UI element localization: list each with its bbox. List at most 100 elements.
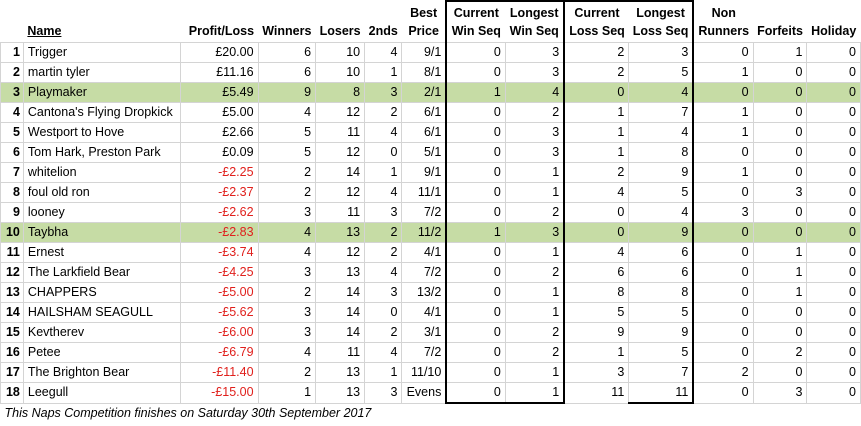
cell-seconds[interactable]: 4 [364, 42, 403, 63]
cell-long-win[interactable]: 1 [504, 282, 566, 303]
cell-best-price[interactable]: Evens [401, 382, 447, 404]
cell-name[interactable]: Taybha [22, 222, 181, 243]
cell-holiday[interactable]: 0 [806, 142, 861, 163]
cell-long-loss[interactable]: 6 [628, 242, 695, 263]
cell-long-win[interactable]: 3 [504, 42, 566, 63]
cell-cur-loss[interactable]: 1 [563, 142, 630, 163]
cell-holiday[interactable]: 0 [806, 362, 861, 383]
cell-profit[interactable]: -£6.79 [179, 342, 259, 363]
cell-losers[interactable]: 11 [315, 122, 366, 143]
cell-cur-loss[interactable]: 4 [563, 242, 630, 263]
cell-holiday[interactable]: 0 [806, 42, 861, 63]
cell-non-runners[interactable]: 0 [692, 242, 754, 263]
cell-cur-win[interactable]: 0 [445, 302, 506, 323]
cell-best-price[interactable]: 11/2 [401, 222, 447, 243]
cell-forfeits[interactable]: 1 [752, 262, 808, 283]
cell-profit[interactable]: £20.00 [179, 42, 259, 63]
cell-name[interactable]: Tom Hark, Preston Park [22, 142, 181, 163]
cell-forfeits[interactable]: 0 [752, 102, 808, 123]
cell-non-runners[interactable]: 0 [692, 142, 754, 163]
cell-rank[interactable]: 7 [0, 162, 24, 183]
cell-best-price[interactable]: 4/1 [401, 302, 447, 323]
cell-long-win[interactable]: 2 [504, 342, 566, 363]
cell-holiday[interactable]: 0 [806, 222, 861, 243]
table-row[interactable]: 16 Petee -£6.79 4 11 4 7/2 0 2 1 5 0 2 0 [0, 342, 861, 363]
cell-winners[interactable]: 4 [257, 342, 317, 363]
cell-seconds[interactable]: 1 [364, 162, 403, 183]
cell-losers[interactable]: 12 [315, 182, 366, 203]
cell-non-runners[interactable]: 0 [692, 42, 754, 63]
cell-cur-loss[interactable]: 2 [563, 42, 630, 63]
cell-losers[interactable]: 13 [315, 262, 366, 283]
table-row[interactable]: 7 whitelion -£2.25 2 14 1 9/1 0 1 2 9 1 0 0 [0, 162, 861, 183]
cell-cur-loss[interactable]: 8 [563, 282, 630, 303]
cell-losers[interactable]: 14 [315, 322, 366, 343]
cell-long-loss[interactable]: 8 [628, 142, 695, 163]
cell-non-runners[interactable]: 1 [692, 122, 754, 143]
cell-seconds[interactable]: 3 [364, 82, 403, 103]
cell-long-win[interactable]: 1 [504, 362, 566, 383]
cell-winners[interactable]: 9 [257, 82, 317, 103]
cell-forfeits[interactable]: 1 [752, 242, 808, 263]
cell-forfeits[interactable]: 0 [752, 82, 808, 103]
cell-winners[interactable]: 1 [257, 382, 317, 404]
cell-winners[interactable]: 2 [257, 182, 317, 203]
cell-profit[interactable]: -£2.62 [179, 202, 259, 223]
cell-cur-win[interactable]: 0 [445, 342, 506, 363]
cell-losers[interactable]: 11 [315, 202, 366, 223]
cell-non-runners[interactable]: 0 [692, 182, 754, 203]
cell-non-runners[interactable]: 2 [692, 362, 754, 383]
cell-non-runners[interactable]: 3 [692, 202, 754, 223]
cell-cur-loss[interactable]: 1 [563, 102, 630, 123]
cell-cur-win[interactable]: 0 [445, 262, 506, 283]
cell-losers[interactable]: 12 [315, 142, 366, 163]
cell-seconds[interactable]: 4 [364, 262, 403, 283]
cell-seconds[interactable]: 3 [364, 382, 403, 404]
cell-cur-win[interactable]: 1 [445, 82, 506, 103]
cell-holiday[interactable]: 0 [806, 162, 861, 183]
cell-forfeits[interactable]: 1 [752, 42, 808, 63]
cell-non-runners[interactable]: 0 [692, 382, 754, 404]
cell-losers[interactable]: 13 [315, 362, 366, 383]
cell-cur-loss[interactable]: 2 [563, 62, 630, 83]
cell-cur-win[interactable]: 0 [445, 142, 506, 163]
cell-losers[interactable]: 10 [315, 42, 366, 63]
cell-long-loss[interactable]: 5 [628, 182, 695, 203]
cell-rank[interactable]: 11 [0, 242, 24, 263]
cell-holiday[interactable]: 0 [806, 282, 861, 303]
cell-name[interactable]: whitelion [22, 162, 181, 183]
cell-long-win[interactable]: 2 [504, 322, 566, 343]
cell-profit[interactable]: £11.16 [179, 62, 259, 83]
cell-winners[interactable]: 3 [257, 322, 317, 343]
table-row[interactable]: 15 Kevtherev -£6.00 3 14 2 3/1 0 2 9 9 0 0 0 [0, 322, 861, 343]
cell-rank[interactable]: 5 [0, 122, 24, 143]
cell-cur-win[interactable]: 0 [445, 362, 506, 383]
cell-cur-win[interactable]: 0 [445, 122, 506, 143]
cell-best-price[interactable]: 13/2 [401, 282, 447, 303]
cell-best-price[interactable]: 9/1 [401, 162, 447, 183]
cell-name[interactable]: Playmaker [22, 82, 181, 103]
cell-seconds[interactable]: 3 [364, 282, 403, 303]
cell-seconds[interactable]: 3 [364, 202, 403, 223]
table-row[interactable]: 11 Ernest -£3.74 4 12 2 4/1 0 1 4 6 0 1 0 [0, 242, 861, 263]
cell-losers[interactable]: 12 [315, 242, 366, 263]
cell-best-price[interactable]: 11/10 [401, 362, 447, 383]
cell-holiday[interactable]: 0 [806, 202, 861, 223]
cell-cur-loss[interactable]: 9 [563, 322, 630, 343]
cell-cur-win[interactable]: 0 [445, 282, 506, 303]
cell-rank[interactable]: 6 [0, 142, 24, 163]
cell-winners[interactable]: 3 [257, 262, 317, 283]
cell-name[interactable]: looney [22, 202, 181, 223]
table-row[interactable]: 3 Playmaker £5.49 9 8 3 2/1 1 4 0 4 0 0 0 [0, 82, 861, 103]
cell-rank[interactable]: 17 [0, 362, 24, 383]
cell-long-win[interactable]: 1 [504, 302, 566, 323]
cell-forfeits[interactable]: 0 [752, 362, 808, 383]
cell-winners[interactable]: 6 [257, 42, 317, 63]
cell-cur-win[interactable]: 0 [445, 102, 506, 123]
cell-forfeits[interactable]: 0 [752, 202, 808, 223]
cell-holiday[interactable]: 0 [806, 62, 861, 83]
cell-non-runners[interactable]: 0 [692, 262, 754, 283]
cell-forfeits[interactable]: 0 [752, 222, 808, 243]
cell-winners[interactable]: 2 [257, 362, 317, 383]
cell-long-win[interactable]: 1 [504, 162, 566, 183]
